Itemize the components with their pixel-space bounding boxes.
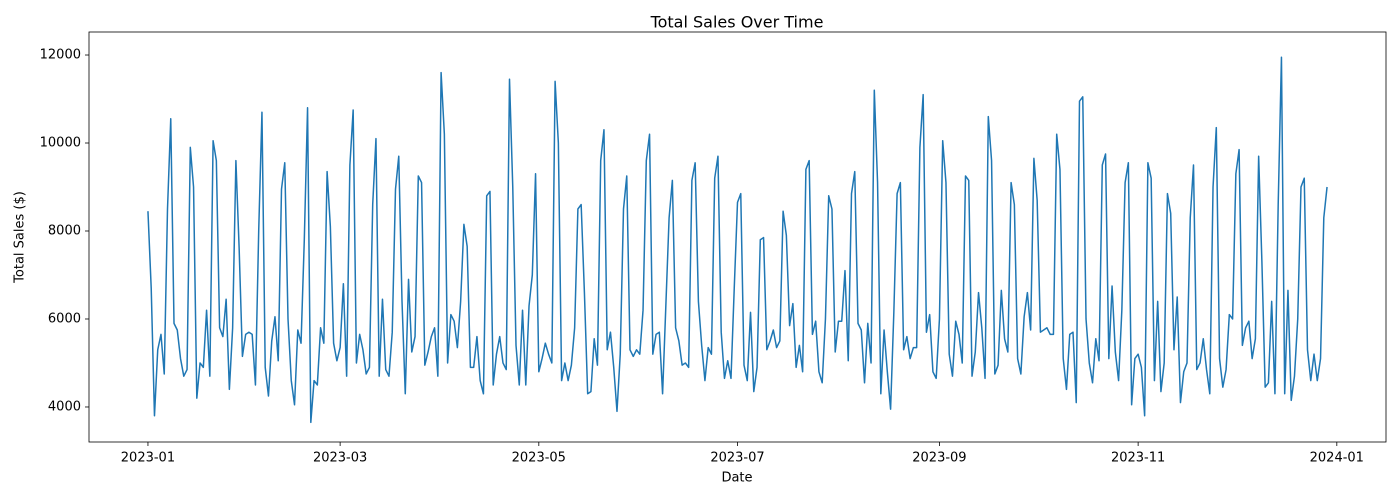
x-tick-label: 2023-07 bbox=[710, 451, 764, 466]
x-tick-label: 2024-01 bbox=[1310, 451, 1364, 466]
x-tick-label: 2023-01 bbox=[121, 451, 175, 466]
x-tick-label: 2023-11 bbox=[1111, 451, 1165, 466]
y-tick-label: 10000 bbox=[40, 136, 81, 151]
y-tick-label: 12000 bbox=[40, 48, 81, 63]
y-tick-label: 8000 bbox=[48, 223, 81, 238]
x-axis-label: Date bbox=[721, 471, 752, 486]
y-tick-label: 6000 bbox=[48, 311, 81, 326]
x-tick-label: 2023-09 bbox=[912, 451, 966, 466]
chart-title: Total Sales Over Time bbox=[650, 13, 824, 32]
y-tick-label: 4000 bbox=[48, 399, 81, 414]
x-tick-label: 2023-03 bbox=[313, 451, 367, 466]
plot-frame bbox=[88, 31, 1387, 443]
x-tick-label: 2023-05 bbox=[512, 451, 566, 466]
y-axis-label: Total Sales ($) bbox=[13, 191, 28, 284]
sales-line bbox=[147, 56, 1328, 424]
